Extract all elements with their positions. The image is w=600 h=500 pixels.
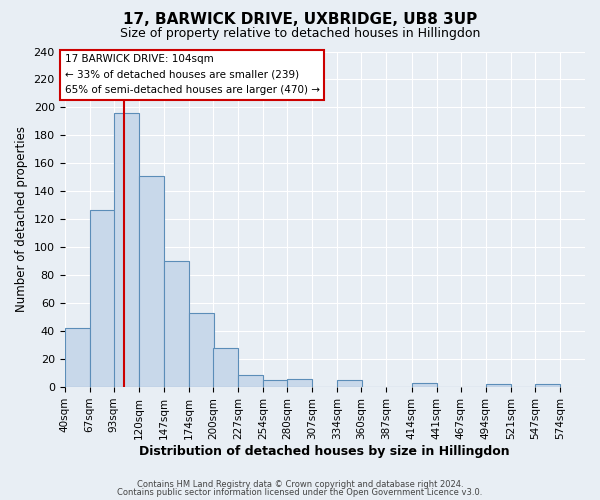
Text: Contains HM Land Registry data © Crown copyright and database right 2024.: Contains HM Land Registry data © Crown c… [137, 480, 463, 489]
Bar [113, 113, 139, 387]
Bar [486, 384, 511, 387]
Bar [412, 383, 437, 387]
Bar [139, 176, 164, 387]
Bar [238, 374, 263, 387]
Text: 17, BARWICK DRIVE, UXBRIDGE, UB8 3UP: 17, BARWICK DRIVE, UXBRIDGE, UB8 3UP [123, 12, 477, 28]
Text: Contains public sector information licensed under the Open Government Licence v3: Contains public sector information licen… [118, 488, 482, 497]
Y-axis label: Number of detached properties: Number of detached properties [15, 126, 28, 312]
Text: 17 BARWICK DRIVE: 104sqm
← 33% of detached houses are smaller (239)
65% of semi-: 17 BARWICK DRIVE: 104sqm ← 33% of detach… [65, 54, 320, 96]
Bar [337, 380, 362, 387]
Bar [287, 378, 312, 387]
Bar [213, 348, 238, 387]
Bar [535, 384, 560, 387]
Bar [189, 313, 214, 387]
Bar [164, 261, 189, 387]
Bar [65, 328, 89, 387]
Bar [263, 380, 288, 387]
X-axis label: Distribution of detached houses by size in Hillingdon: Distribution of detached houses by size … [139, 444, 510, 458]
Bar [89, 210, 115, 387]
Text: Size of property relative to detached houses in Hillingdon: Size of property relative to detached ho… [120, 28, 480, 40]
